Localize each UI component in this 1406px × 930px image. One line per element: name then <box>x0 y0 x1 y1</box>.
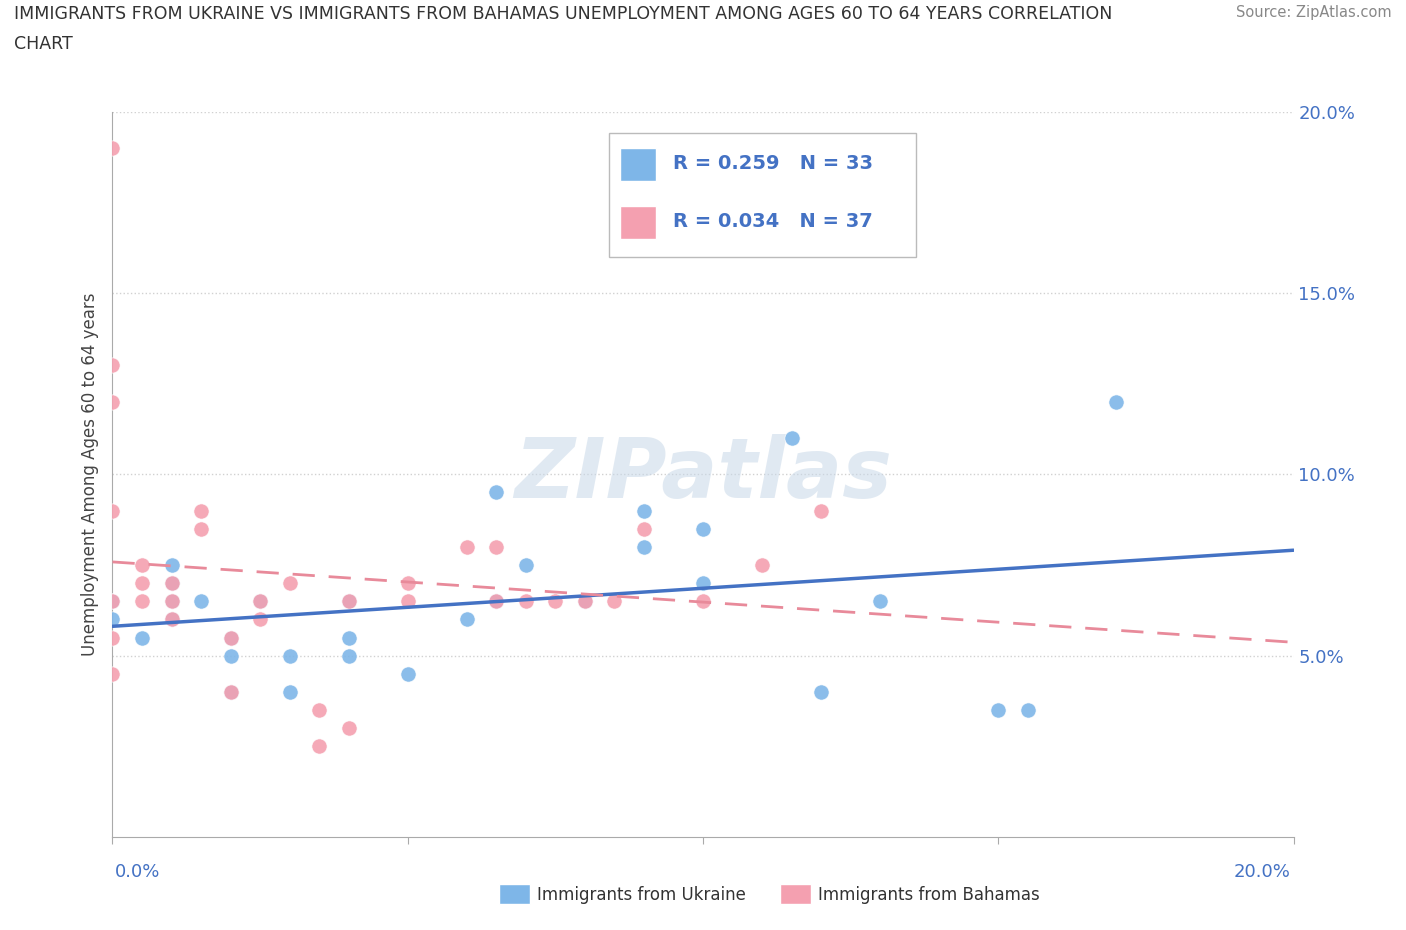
Point <box>692 521 714 536</box>
Point <box>160 612 183 627</box>
Point <box>131 631 153 645</box>
Point <box>101 594 124 609</box>
Point <box>574 594 596 609</box>
Point <box>190 594 212 609</box>
Point <box>633 539 655 554</box>
Point <box>485 594 508 609</box>
Point <box>160 576 183 591</box>
Point <box>101 631 124 645</box>
Point <box>544 594 567 609</box>
Point <box>101 666 124 681</box>
Point <box>101 140 124 155</box>
Point <box>308 738 330 753</box>
Point <box>515 594 537 609</box>
Point <box>337 721 360 736</box>
Point <box>219 631 242 645</box>
Point <box>485 594 508 609</box>
FancyBboxPatch shape <box>609 133 915 257</box>
Point <box>396 576 419 591</box>
Point <box>337 594 360 609</box>
Point <box>131 558 153 573</box>
Point <box>603 594 626 609</box>
Point <box>987 703 1010 718</box>
Text: Immigrants from Ukraine: Immigrants from Ukraine <box>537 885 747 904</box>
Point <box>160 612 183 627</box>
Point <box>160 594 183 609</box>
Text: Immigrants from Bahamas: Immigrants from Bahamas <box>818 885 1040 904</box>
Point <box>308 703 330 718</box>
FancyBboxPatch shape <box>620 206 655 239</box>
Point <box>160 576 183 591</box>
Point <box>278 648 301 663</box>
Point <box>160 594 183 609</box>
Point <box>278 576 301 591</box>
Point <box>869 594 891 609</box>
Point <box>101 503 124 518</box>
Point <box>219 648 242 663</box>
Point <box>337 594 360 609</box>
Point <box>810 684 832 699</box>
Point <box>692 576 714 591</box>
Point <box>633 521 655 536</box>
Point <box>101 612 124 627</box>
Point <box>219 631 242 645</box>
Point <box>515 558 537 573</box>
Point <box>1105 394 1128 409</box>
Point <box>780 431 803 445</box>
Point <box>485 485 508 500</box>
Point <box>101 358 124 373</box>
Point <box>249 594 271 609</box>
Y-axis label: Unemployment Among Ages 60 to 64 years: Unemployment Among Ages 60 to 64 years <box>80 293 98 656</box>
Point <box>396 666 419 681</box>
Text: R = 0.259   N = 33: R = 0.259 N = 33 <box>673 154 873 173</box>
Point <box>456 612 478 627</box>
Point <box>751 558 773 573</box>
Point <box>337 648 360 663</box>
Point <box>278 684 301 699</box>
FancyBboxPatch shape <box>620 148 655 180</box>
Text: 20.0%: 20.0% <box>1234 863 1291 881</box>
Text: R = 0.034   N = 37: R = 0.034 N = 37 <box>673 212 873 232</box>
Point <box>1017 703 1039 718</box>
Point <box>456 539 478 554</box>
Point <box>810 503 832 518</box>
Text: ZIPatlas: ZIPatlas <box>515 433 891 515</box>
Point <box>249 612 271 627</box>
Point <box>190 521 212 536</box>
Point <box>692 594 714 609</box>
Point <box>633 503 655 518</box>
Text: 0.0%: 0.0% <box>115 863 160 881</box>
Point <box>131 594 153 609</box>
Point <box>337 631 360 645</box>
Text: CHART: CHART <box>14 35 73 53</box>
Point <box>219 684 242 699</box>
Point <box>396 594 419 609</box>
Point <box>101 394 124 409</box>
Point <box>101 594 124 609</box>
Text: Source: ZipAtlas.com: Source: ZipAtlas.com <box>1236 5 1392 20</box>
Point <box>249 594 271 609</box>
Point <box>485 539 508 554</box>
Point <box>160 558 183 573</box>
Text: IMMIGRANTS FROM UKRAINE VS IMMIGRANTS FROM BAHAMAS UNEMPLOYMENT AMONG AGES 60 TO: IMMIGRANTS FROM UKRAINE VS IMMIGRANTS FR… <box>14 5 1112 22</box>
Point <box>190 503 212 518</box>
Point <box>219 684 242 699</box>
Point <box>131 576 153 591</box>
Point <box>574 594 596 609</box>
